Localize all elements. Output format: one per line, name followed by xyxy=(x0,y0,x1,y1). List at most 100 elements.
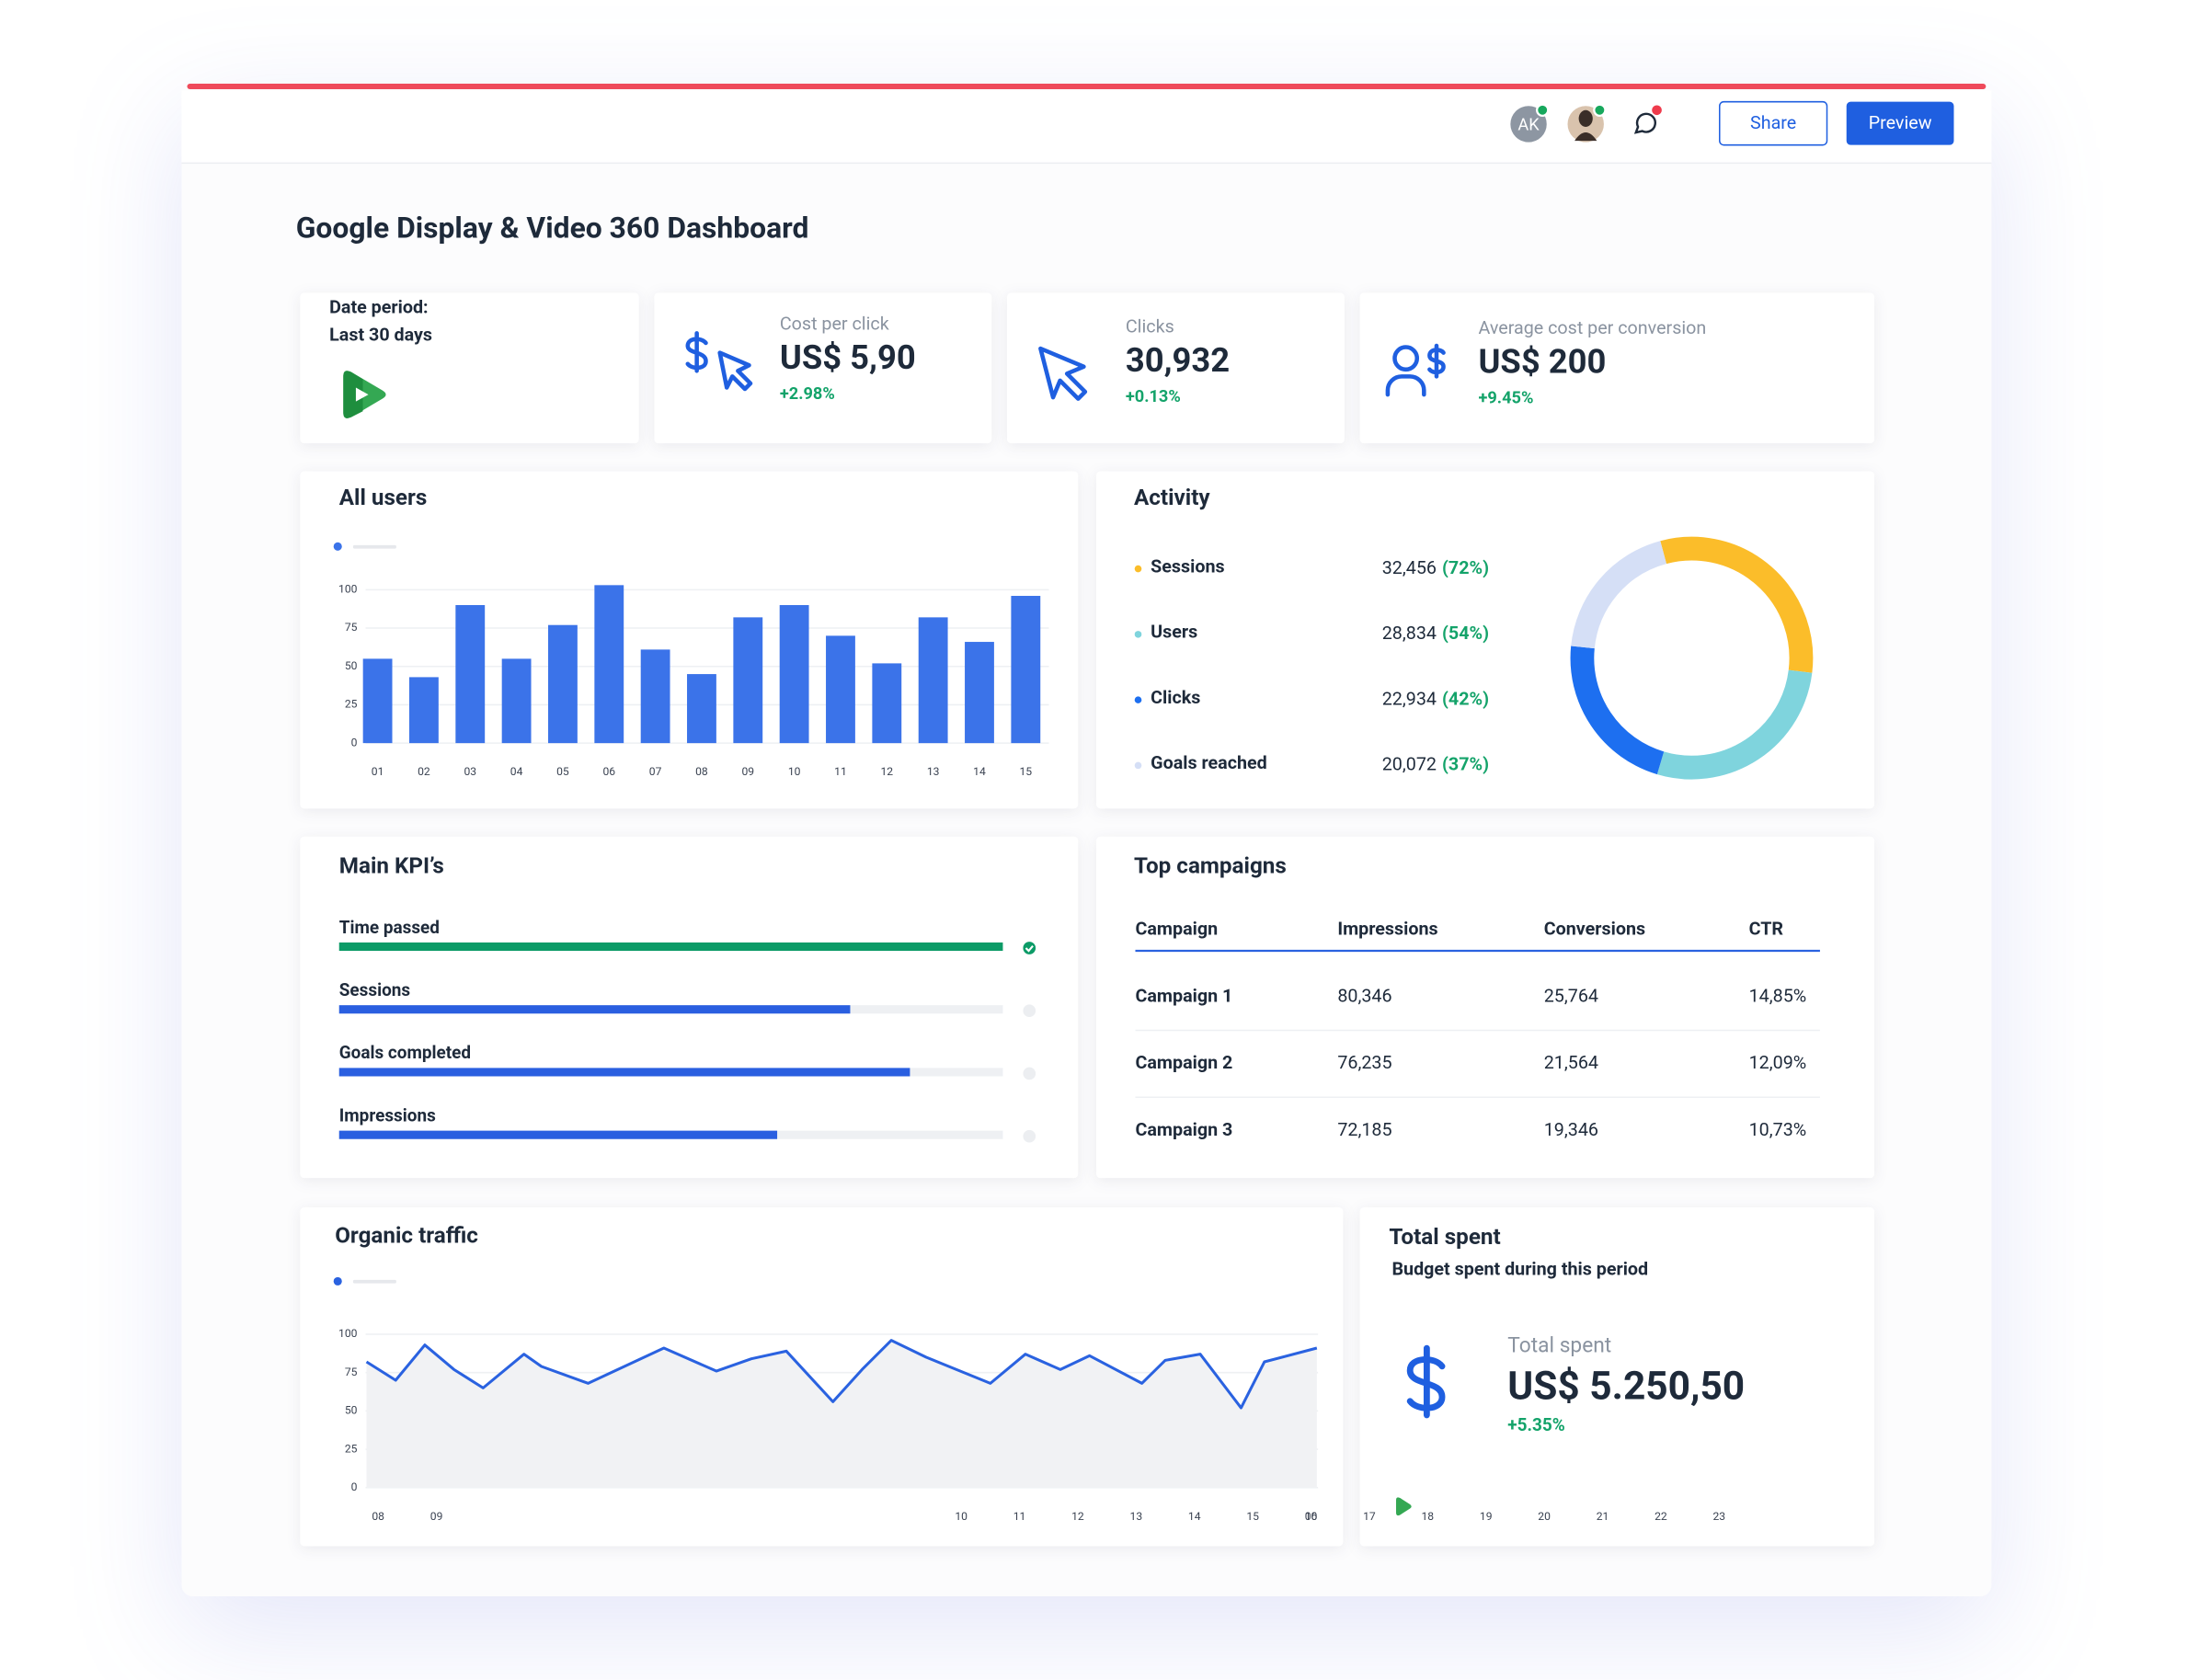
user-icon-body xyxy=(1385,374,1426,397)
bar xyxy=(1011,596,1041,744)
legend-dot xyxy=(1134,761,1142,770)
legend-label: Users xyxy=(1151,622,1197,643)
x-tick-label: 13 xyxy=(1130,1510,1143,1523)
legend-line xyxy=(352,544,396,549)
status-dot xyxy=(1023,1129,1036,1143)
bar xyxy=(872,663,902,744)
y-tick-label: 75 xyxy=(345,1366,358,1378)
value-label: 22,934 xyxy=(1382,688,1437,709)
x-tick-label: 06 xyxy=(602,765,615,778)
y-tick-label: 50 xyxy=(345,1404,358,1417)
percent-label: (54%) xyxy=(1442,623,1489,644)
legend-dot xyxy=(333,1276,342,1286)
x-tick-label: 20 xyxy=(1538,1510,1551,1523)
share-label: Share xyxy=(1750,112,1796,133)
x-tick-label: 09 xyxy=(430,1510,443,1523)
y-tick-label: 50 xyxy=(345,659,358,672)
kpi-name: Sessions xyxy=(339,979,411,1000)
cursor-icon xyxy=(717,350,753,392)
percent-label: (37%) xyxy=(1442,754,1489,775)
x-tick-label: 01 xyxy=(372,765,384,778)
dollar-icon xyxy=(1406,1344,1446,1419)
x-tick-label: 07 xyxy=(649,765,662,778)
table-cell: 12,09% xyxy=(1749,1052,1807,1073)
x-tick-label: 00 xyxy=(1305,1510,1318,1523)
total-spent-card xyxy=(1359,1207,1875,1547)
kpi-name: Impressions xyxy=(339,1104,436,1126)
x-tick-label: 05 xyxy=(556,765,569,778)
bar xyxy=(362,658,393,744)
column-header: Conversions xyxy=(1544,918,1645,939)
column-header: Campaign xyxy=(1135,918,1218,939)
dv360-logo xyxy=(1396,1497,1412,1516)
bar xyxy=(687,674,716,744)
kpi-card xyxy=(1359,292,1875,444)
avatar[interactable] xyxy=(1510,106,1547,143)
status-check xyxy=(1025,945,1034,953)
notification-dot xyxy=(1652,105,1662,116)
preview-button[interactable] xyxy=(1846,101,1954,145)
value-label: 28,834 xyxy=(1382,623,1437,644)
donut-segment xyxy=(1571,541,1667,649)
status-dot xyxy=(1023,942,1036,954)
x-tick-label: 15 xyxy=(1020,765,1033,778)
x-tick-label: 14 xyxy=(1188,1510,1201,1523)
preview-label: Preview xyxy=(1869,112,1932,133)
donut-segment xyxy=(1656,669,1813,780)
kpi-card xyxy=(654,292,992,444)
y-tick-label: 25 xyxy=(345,698,358,711)
x-tick-label: 08 xyxy=(695,765,708,778)
table-cell: 10,73% xyxy=(1749,1119,1807,1140)
table-cell: 76,235 xyxy=(1337,1052,1391,1073)
chart-title: Activity xyxy=(1134,485,1210,510)
legend-dot xyxy=(1134,631,1142,638)
y-tick-label: 25 xyxy=(345,1442,358,1455)
online-dot xyxy=(1593,103,1607,117)
table-cell: 21,564 xyxy=(1544,1052,1598,1073)
x-tick-label: 02 xyxy=(418,765,430,778)
column-header: CTR xyxy=(1749,918,1784,939)
x-tick-label: 12 xyxy=(1071,1510,1084,1523)
table-cell: Campaign 3 xyxy=(1135,1119,1232,1140)
share-button[interactable] xyxy=(1719,100,1828,146)
x-tick-label: 11 xyxy=(1013,1510,1026,1523)
online-dot xyxy=(1536,103,1550,117)
y-tick-label: 100 xyxy=(338,583,358,596)
y-tick-label: 0 xyxy=(351,736,358,749)
kpi-name: Goals completed xyxy=(339,1042,471,1063)
total-label: Total spent xyxy=(1507,1333,1611,1358)
kpi-change: +9.45% xyxy=(1478,388,1533,407)
x-tick-label: 21 xyxy=(1597,1510,1609,1523)
table-cell: 25,764 xyxy=(1544,985,1598,1006)
x-tick-label: 12 xyxy=(880,765,893,778)
y-tick-label: 0 xyxy=(351,1480,358,1493)
chart-title: All users xyxy=(339,485,428,510)
kpi-card xyxy=(1006,292,1345,444)
date-period-value: Last 30 days xyxy=(329,325,432,346)
card-title: Main KPI’s xyxy=(339,852,444,878)
x-tick-label: 10 xyxy=(788,765,801,778)
dollar-icon xyxy=(685,331,708,373)
bar xyxy=(918,617,948,744)
legend-label: Goals reached xyxy=(1151,752,1267,773)
table-cell: 19,346 xyxy=(1544,1119,1598,1140)
progress-bar xyxy=(338,1005,851,1014)
legend-dot xyxy=(1134,565,1142,573)
total-value: US$ 5.250,50 xyxy=(1507,1364,1745,1409)
dv360-logo-play xyxy=(355,387,369,402)
kpi-name: Time passed xyxy=(339,917,440,938)
dv360-logo-shade xyxy=(343,371,363,418)
legend-dot xyxy=(1134,696,1142,703)
table-cell: 80,346 xyxy=(1337,985,1391,1006)
value-label: 20,072 xyxy=(1382,754,1437,775)
x-tick-label: 08 xyxy=(372,1510,384,1523)
legend-label: Sessions xyxy=(1151,555,1225,577)
kpi-value: 30,932 xyxy=(1126,340,1230,380)
column-header: Impressions xyxy=(1337,918,1437,939)
value-label: 32,456 xyxy=(1382,557,1437,578)
top-campaigns-card xyxy=(1096,836,1875,1179)
y-tick-label: 100 xyxy=(338,1327,358,1340)
x-tick-label: 09 xyxy=(741,765,754,778)
x-tick-label: 15 xyxy=(1246,1510,1259,1523)
